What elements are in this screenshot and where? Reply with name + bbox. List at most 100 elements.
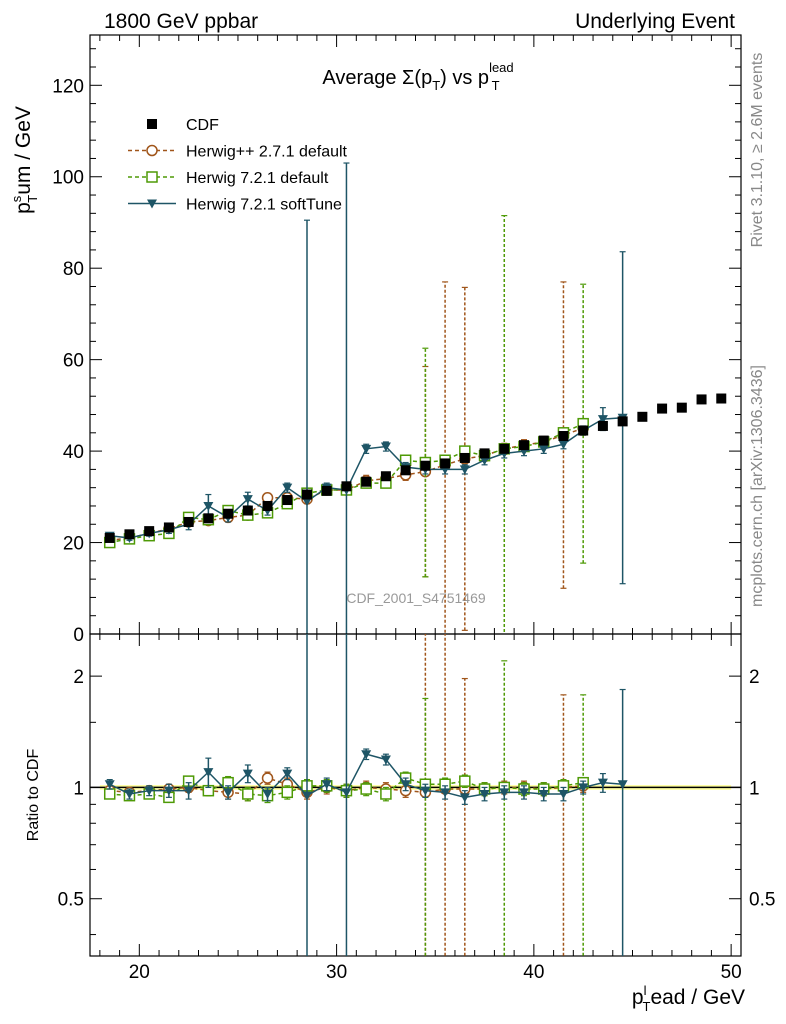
main-y-axis-label: psTum / GeV xyxy=(9,106,40,214)
data-point xyxy=(479,789,490,799)
data-point xyxy=(341,481,352,492)
data-point xyxy=(321,780,332,790)
data-point xyxy=(124,529,135,540)
data-point xyxy=(282,483,293,493)
ratio-clip-group xyxy=(90,634,741,956)
legend: CDF Herwig++ 2.7.1 default Herwig 7.2.1 de… xyxy=(128,117,348,214)
analysis-watermark: CDF_2001_S4751469 xyxy=(346,590,486,606)
data-point xyxy=(203,513,214,524)
data-point xyxy=(361,476,372,487)
data-point xyxy=(578,425,589,436)
legend-marker xyxy=(147,119,157,129)
ratio-y-tick-label: 1 xyxy=(73,778,84,799)
y-tick-label: 120 xyxy=(52,76,84,97)
data-point xyxy=(163,522,174,533)
y-tick-label: 0 xyxy=(73,625,84,646)
data-point xyxy=(281,786,294,799)
x-tick-label: 30 xyxy=(326,962,347,983)
header-left: 1800 GeV ppbar xyxy=(104,10,258,33)
ratio-y-tick-label: 2 xyxy=(73,667,84,688)
data-point xyxy=(261,772,274,784)
y-tick-label: 40 xyxy=(63,442,84,463)
data-point xyxy=(420,460,431,471)
data-point xyxy=(400,465,411,476)
data-point xyxy=(499,443,510,454)
ratio-y-axis-label: Ratio to CDF xyxy=(25,749,42,842)
data-point xyxy=(558,789,569,799)
data-point xyxy=(302,489,312,500)
main-plot-title: Average Σ(pT) vs plead T xyxy=(322,60,513,93)
data-point xyxy=(637,411,648,422)
legend-marker xyxy=(146,144,158,157)
data-point xyxy=(361,750,372,760)
data-point xyxy=(617,780,628,790)
data-point xyxy=(459,465,470,475)
legend-label: Herwig++ 2.7.1 default xyxy=(186,144,348,161)
data-point xyxy=(578,783,589,793)
data-point xyxy=(163,786,174,796)
data-point xyxy=(183,516,194,527)
data-point xyxy=(380,755,391,765)
ratio-plot-area: 20 30 40 50 0.5 0.5 1 1 2 2 xyxy=(58,633,775,983)
mcplots-site-label: mcplots.cern.ch [arXiv:1306.3436] xyxy=(749,365,766,607)
legend-label: Herwig 7.2.1 softTune xyxy=(186,197,342,214)
data-point xyxy=(302,791,312,801)
data-point xyxy=(597,415,608,425)
ratio-y-tick-label-right: 0.5 xyxy=(749,890,775,911)
data-point xyxy=(420,786,431,796)
data-point xyxy=(262,789,273,799)
main-clip-group xyxy=(103,162,727,634)
data-point xyxy=(144,786,155,796)
x-axis-label: pl Tead / GeV xyxy=(632,983,745,1014)
data-point xyxy=(519,440,529,451)
legend-marker xyxy=(146,171,158,183)
data-point xyxy=(538,435,549,446)
data-point xyxy=(538,444,549,454)
data-point xyxy=(341,788,352,798)
data-point xyxy=(479,448,490,459)
legend-label: Herwig 7.2.1 default xyxy=(186,170,329,187)
data-point xyxy=(203,501,214,511)
data-point xyxy=(242,788,254,800)
rivet-version-label: Rivet 3.1.10, ≥ 2.6M events xyxy=(749,53,766,248)
data-point xyxy=(617,416,628,427)
header-right: Underlying Event xyxy=(575,10,735,33)
legend-marker xyxy=(147,199,157,209)
x-tick-label: 40 xyxy=(523,962,544,983)
data-point xyxy=(183,786,194,796)
y-tick-label: 20 xyxy=(63,534,84,555)
data-point xyxy=(242,495,253,505)
data-point xyxy=(459,793,470,803)
data-point xyxy=(400,780,411,790)
data-point xyxy=(103,788,116,800)
data-point xyxy=(597,778,608,788)
ratio-frame xyxy=(89,633,742,957)
data-point xyxy=(282,769,293,779)
data-point xyxy=(380,788,392,800)
data-point xyxy=(676,402,687,413)
data-point xyxy=(440,458,451,469)
data-point xyxy=(479,456,490,466)
data-point xyxy=(242,505,253,516)
data-point xyxy=(597,420,608,431)
data-point xyxy=(223,788,234,798)
data-point xyxy=(558,440,569,450)
data-point xyxy=(242,769,253,779)
data-point xyxy=(223,508,234,519)
ratio-y-tick-label: 0.5 xyxy=(58,890,84,911)
data-point xyxy=(499,788,510,798)
data-point xyxy=(361,444,372,454)
data-point xyxy=(440,788,451,798)
y-tick-label: 80 xyxy=(63,259,84,280)
y-tick-label: 100 xyxy=(52,168,84,189)
data-point xyxy=(716,393,727,404)
data-point xyxy=(558,431,569,442)
data-point xyxy=(459,452,470,463)
data-point xyxy=(124,789,135,799)
data-point xyxy=(321,485,332,496)
data-point xyxy=(657,403,668,414)
main-plot-area: 0 20 40 60 80 100 120 xyxy=(52,34,742,646)
data-point xyxy=(538,789,549,799)
y-tick-label: 60 xyxy=(63,351,84,372)
